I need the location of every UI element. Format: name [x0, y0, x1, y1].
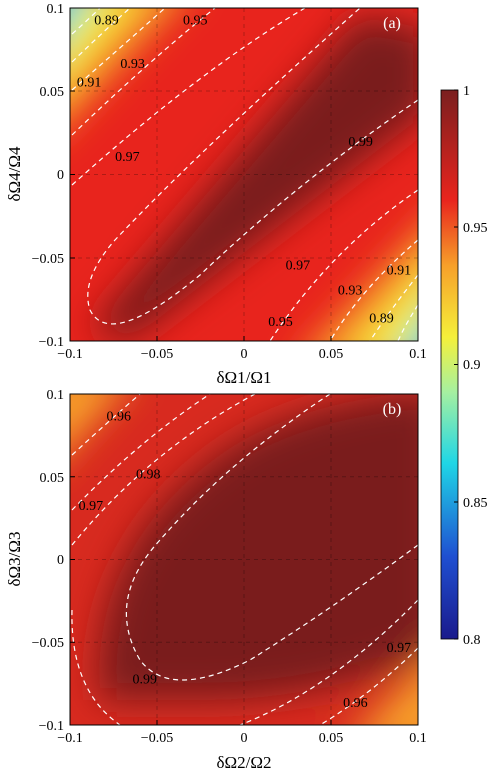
contour-label: 0.96: [106, 410, 131, 425]
colorbar-tick-label: 0.9: [463, 358, 481, 373]
colorbar-tick-label: 1: [463, 84, 470, 99]
contour-label: 0.99: [348, 135, 373, 150]
panel-label-a: (a): [383, 15, 401, 32]
y-tick-label: 0: [57, 168, 64, 183]
contour-label: 0.97: [79, 499, 104, 514]
contour-label: 0.97: [387, 641, 412, 656]
contour-labels-a: 0.89 0.95 0.93 0.91 0.97 0.99 0.97 0.91 0.93 0.95…: [77, 14, 411, 330]
contour-label: 0.95: [183, 14, 208, 29]
contours-a: [71, 7, 419, 342]
colorbar: 1 0.95 0.9 0.85 0.8: [440, 84, 488, 648]
contours-b: [71, 393, 419, 726]
y-tick-label: 0.05: [40, 471, 65, 486]
x-tick-label: 0: [241, 731, 248, 746]
x-tick-labels-a: −0.1 −0.05 0 0.05 0.1: [57, 347, 426, 362]
colorbar-tick-label: 0.95: [463, 221, 488, 236]
contour-labels-b: 0.96 0.98 0.97 0.99 0.97 0.96: [79, 410, 412, 711]
y-tick-label: −0.05: [32, 252, 64, 267]
panel-label-b: (b): [383, 401, 402, 418]
y-tick-label: −0.1: [39, 335, 64, 350]
x-tick-label: 0.1: [409, 347, 427, 362]
y-axis-label-b: δΩ3/Ω3: [5, 531, 24, 586]
x-tick-label: −0.05: [141, 731, 173, 746]
contour-label: 0.89: [369, 312, 394, 327]
contour-label: 0.97: [115, 150, 140, 165]
x-tick-label: −0.05: [141, 347, 173, 362]
contour-label: 0.99: [133, 673, 158, 688]
tickmarks-b: [69, 393, 419, 726]
x-axis-label-a: δΩ1/Ω1: [216, 368, 271, 387]
heatmap-b: [70, 394, 418, 725]
contour-label: 0.93: [338, 283, 363, 298]
grid-b: [70, 394, 418, 725]
x-tick-label: 0.05: [319, 347, 344, 362]
x-tick-labels-b: −0.1 −0.05 0 0.05 0.1: [57, 731, 426, 746]
y-tick-label: 0: [57, 553, 64, 568]
colorbar-tick-label: 0.85: [463, 496, 488, 511]
x-tick-label: −0.1: [57, 347, 82, 362]
x-tick-label: −0.1: [57, 731, 82, 746]
x-tick-label: 0.05: [319, 731, 344, 746]
contour-label: 0.95: [268, 315, 293, 330]
contour-label: 0.97: [286, 258, 311, 273]
contour-label: 0.96: [343, 696, 368, 711]
panel-a: 0.89 0.95 0.93 0.91 0.97 0.99 0.97 0.91 0.93 0.95…: [5, 2, 427, 387]
y-tick-label: −0.05: [32, 636, 64, 651]
contour-label: 0.91: [387, 263, 412, 278]
y-axis-label-a: δΩ4/Ω4: [5, 146, 24, 202]
contour-label: 0.93: [120, 57, 145, 72]
y-tick-label: 0.1: [47, 388, 65, 403]
y-tick-labels-b: −0.1 −0.05 0 0.05 0.1: [32, 388, 64, 734]
panel-b: 0.96 0.98 0.97 0.99 0.97 0.96 −0.1 −0.05 0 0.…: [5, 388, 427, 772]
x-tick-label: 0.1: [409, 731, 427, 746]
y-tick-label: 0.1: [47, 2, 65, 17]
x-tick-label: 0: [241, 347, 248, 362]
contour-label: 0.98: [136, 467, 161, 482]
colorbar-tickmarks: [454, 89, 458, 640]
contour-label: 0.91: [77, 75, 102, 90]
y-tick-label: −0.1: [39, 719, 64, 734]
y-tick-label: 0.05: [40, 85, 65, 100]
tickmarks-a: [69, 7, 419, 342]
contour-label: 0.89: [94, 14, 119, 29]
y-tick-labels-a: −0.1 −0.05 0 0.05 0.1: [32, 2, 64, 350]
grid-a: [70, 8, 418, 341]
colorbar-tick-label: 0.8: [463, 633, 481, 648]
x-axis-label-b: δΩ2/Ω2: [216, 753, 271, 772]
